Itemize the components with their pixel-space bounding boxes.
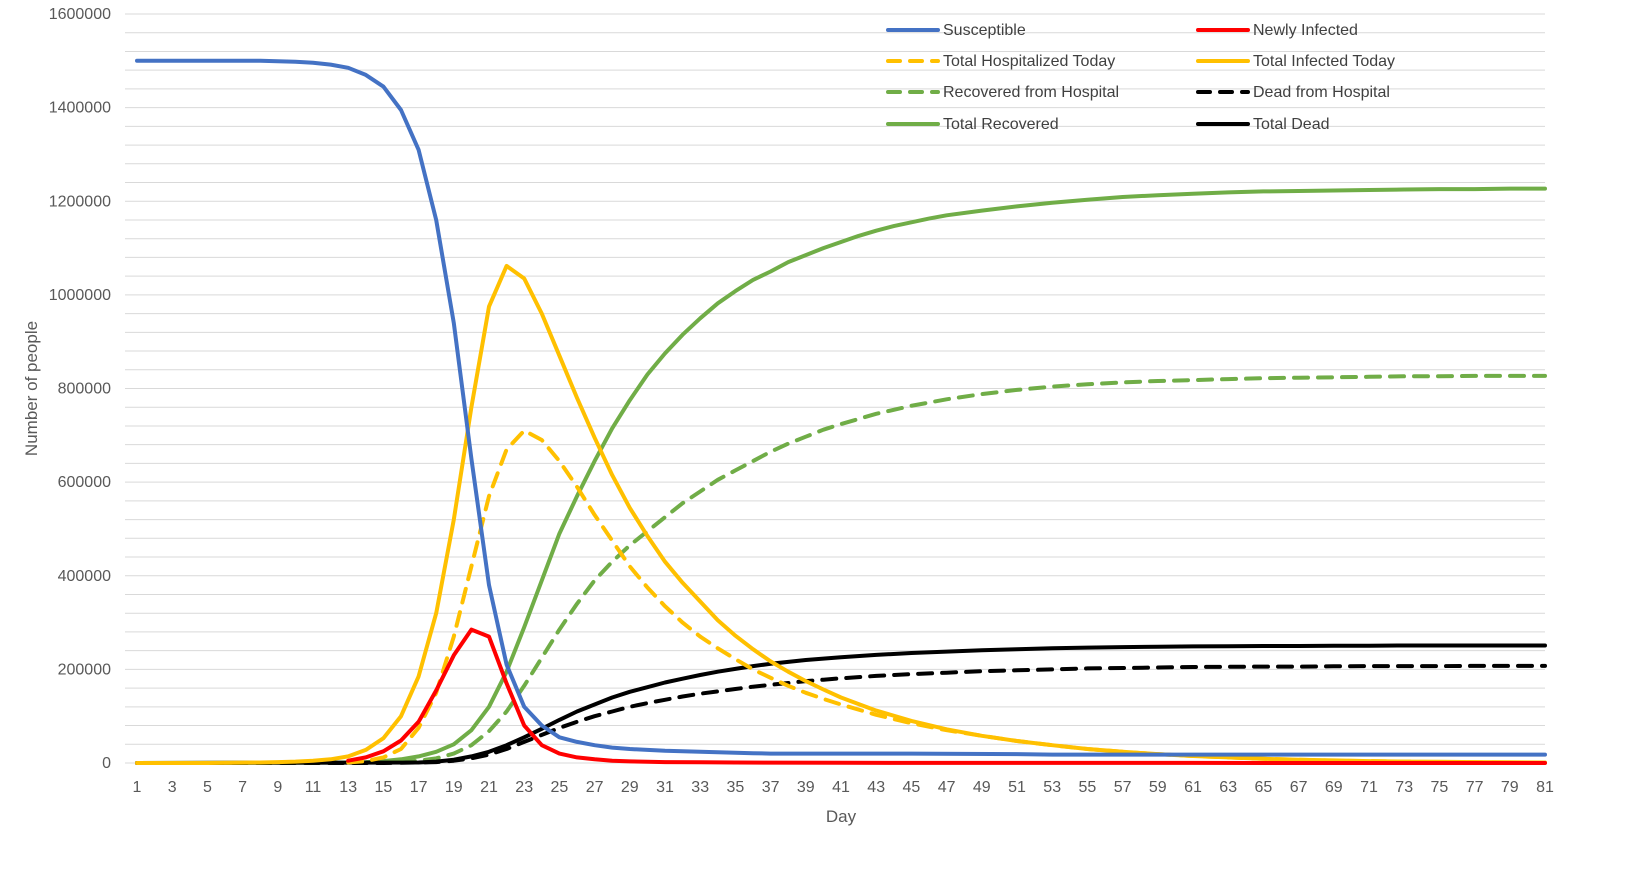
x-tick-label: 51 (1008, 779, 1026, 796)
x-tick-label: 43 (867, 779, 885, 796)
legend-label: Total Infected Today (1253, 53, 1395, 70)
x-tick-label: 79 (1501, 779, 1519, 796)
x-tick-label: 13 (339, 779, 357, 796)
y-tick-label: 600000 (58, 474, 111, 491)
x-tick-label: 71 (1360, 779, 1378, 796)
series-line-total-dead (135, 643, 1547, 765)
x-tick-label: 19 (445, 779, 463, 796)
y-tick-label: 1400000 (49, 100, 111, 117)
x-tick-label: 55 (1079, 779, 1097, 796)
x-tick-label: 81 (1536, 779, 1554, 796)
x-tick-label: 37 (762, 779, 780, 796)
x-tick-label: 49 (973, 779, 991, 796)
y-axis-ticks: 0 200000 400000 600000 800000 1000000 1200000 1… (49, 6, 111, 772)
legend-label: Recovered from Hospital (943, 84, 1119, 101)
x-tick-label: 11 (305, 779, 322, 796)
x-axis-ticks: 1 3 5 7 9 11 13 15 17 19 21 23 25 27 29 31 33 35 37 39 41 43 4… (133, 779, 1554, 796)
x-axis-title: Day (826, 807, 857, 826)
series-line-newly-infected (346, 627, 1547, 765)
x-tick-label: 1 (133, 779, 142, 796)
y-tick-label: 1200000 (49, 193, 111, 210)
y-tick-label: 1600000 (49, 6, 111, 23)
x-tick-label: 15 (375, 779, 393, 796)
y-tick-label: 200000 (58, 661, 111, 678)
series-line-dead-from-hospital (135, 663, 1547, 765)
x-tick-label: 7 (238, 779, 247, 796)
x-tick-label: 67 (1290, 779, 1308, 796)
x-tick-label: 59 (1149, 779, 1167, 796)
x-tick-label: 41 (832, 779, 850, 796)
y-tick-label: 400000 (58, 568, 111, 585)
series-line-recovered-from-hospital (399, 373, 1547, 765)
x-tick-label: 69 (1325, 779, 1343, 796)
x-tick-label: 75 (1431, 779, 1449, 796)
x-tick-label: 57 (1114, 779, 1132, 796)
x-tick-label: 31 (656, 779, 674, 796)
x-tick-label: 21 (480, 779, 498, 796)
y-axis-title: Number of people (22, 321, 41, 456)
x-tick-label: 23 (515, 779, 533, 796)
series-line-susceptible (135, 58, 1547, 757)
x-tick-label: 65 (1255, 779, 1273, 796)
x-tick-label: 35 (727, 779, 745, 796)
legend-label: Total Dead (1253, 116, 1330, 133)
x-tick-label: 45 (903, 779, 921, 796)
series-layer (135, 58, 1547, 765)
y-tick-label: 800000 (58, 381, 111, 398)
legend-label: Dead from Hospital (1253, 84, 1390, 101)
legend-label: Newly Infected (1253, 22, 1358, 39)
x-tick-label: 61 (1184, 779, 1202, 796)
x-tick-label: 29 (621, 779, 639, 796)
x-tick-label: 9 (273, 779, 282, 796)
x-tick-label: 63 (1219, 779, 1237, 796)
series-line-total-recovered (135, 186, 1547, 765)
y-tick-label: 1000000 (49, 287, 111, 304)
legend: Susceptible Newly Infected Total Hospitali… (886, 22, 1395, 133)
x-tick-label: 3 (168, 779, 177, 796)
legend-label: Total Recovered (943, 116, 1059, 133)
x-tick-label: 27 (586, 779, 604, 796)
x-tick-label: 17 (410, 779, 428, 796)
x-tick-label: 47 (938, 779, 956, 796)
x-tick-label: 33 (691, 779, 709, 796)
x-tick-label: 53 (1043, 779, 1061, 796)
x-tick-label: 25 (551, 779, 569, 796)
series-line-total-infected-today (135, 263, 1547, 765)
x-tick-label: 39 (797, 779, 815, 796)
x-tick-label: 77 (1466, 779, 1484, 796)
x-tick-label: 73 (1395, 779, 1413, 796)
gridlines (125, 13, 1545, 745)
legend-label: Susceptible (943, 22, 1026, 39)
y-tick-label: 0 (102, 755, 111, 772)
x-tick-label: 5 (203, 779, 212, 796)
legend-label: Total Hospitalized Today (943, 53, 1115, 70)
